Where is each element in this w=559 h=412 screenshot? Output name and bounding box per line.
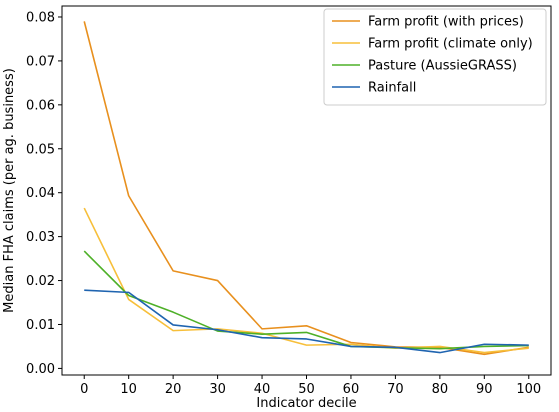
y-tick-label: 0.07 [26, 54, 55, 69]
y-tick-label: 0.06 [26, 98, 55, 113]
y-tick-label: 0.01 [26, 318, 55, 333]
legend-box [323, 8, 547, 106]
x-tick-label: 40 [254, 382, 271, 397]
x-tick-label: 80 [432, 382, 449, 397]
series-line-rainfall [84, 289, 529, 354]
legend-label: Farm profit (with prices) [368, 15, 524, 30]
y-tick-label: 0.04 [26, 186, 55, 201]
x-tick-label: 100 [516, 382, 541, 397]
y-tick-label: 0.05 [26, 142, 55, 157]
x-axis-label: Indicator decile [256, 396, 356, 411]
x-axis-ticks: 0 10 20 30 40 50 60 70 80 90 100 [80, 375, 541, 397]
x-tick-label: 70 [387, 382, 404, 397]
y-axis-ticks: 0.00 0.01 0.02 0.03 0.04 0.05 0.06 0.07 0.08 [26, 10, 62, 377]
legend-label: Pasture (AussieGRASS) [368, 59, 517, 74]
y-tick-label: 0.03 [26, 230, 55, 245]
y-axis-label: Median FHA claims (per ag. business) [2, 68, 17, 313]
x-tick-label: 90 [476, 382, 493, 397]
series-line-pasture-aussiegrass [83, 250, 529, 350]
x-tick-label: 60 [343, 382, 360, 397]
legend-label: Rainfall [368, 81, 416, 96]
y-tick-label: 0.02 [26, 274, 55, 289]
x-tick-label: 30 [209, 382, 226, 397]
series-layer [83, 21, 529, 356]
x-tick-label: 50 [298, 382, 315, 397]
series-line-farm-profit-climate-only [83, 207, 529, 354]
x-tick-label: 20 [165, 382, 182, 397]
y-tick-label: 0.08 [26, 10, 55, 25]
legend: Farm profit (with prices) Farm profit (cl… [323, 8, 547, 106]
x-tick-label: 10 [120, 382, 137, 397]
x-tick-label: 0 [80, 382, 88, 397]
y-tick-label: 0.00 [26, 362, 55, 377]
legend-label: Farm profit (climate only) [368, 37, 533, 52]
